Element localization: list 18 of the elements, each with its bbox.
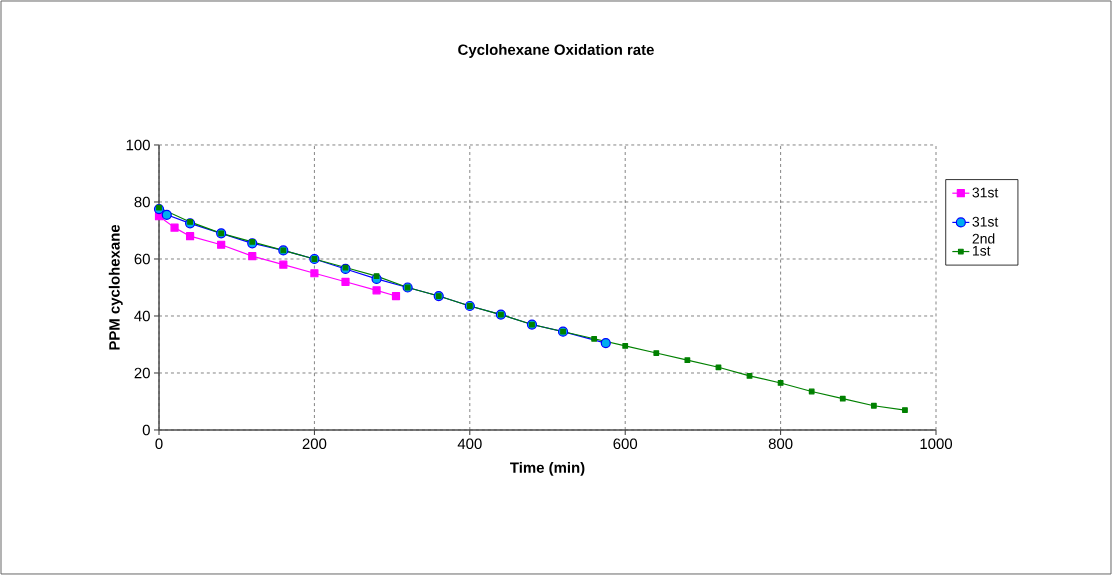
x-axis-title: Time (min) [510, 461, 585, 476]
x-tick-label: 200 [302, 438, 327, 450]
x-tick-label: 0 [155, 438, 163, 450]
y-tick-label: 60 [134, 253, 150, 265]
x-tick-label: 400 [457, 438, 482, 450]
legend-label: 31st [972, 187, 999, 198]
y-tick-label: 20 [134, 367, 150, 379]
x-tick-label: 600 [613, 438, 638, 450]
x-tick-label: 800 [768, 438, 793, 450]
y-tick-label: 0 [142, 424, 150, 436]
x-tick-label: 1000 [920, 438, 953, 450]
y-axis-title: PPM cyclohexane [108, 224, 123, 350]
legend-label: 31st 2nd [972, 216, 999, 244]
chart-title: Cyclohexane Oxidation rate [458, 44, 654, 58]
y-tick-label: 100 [126, 139, 150, 151]
y-tick-label: 80 [134, 196, 150, 208]
y-tick-label: 40 [134, 310, 150, 322]
legend-label: 1st [973, 246, 991, 256]
